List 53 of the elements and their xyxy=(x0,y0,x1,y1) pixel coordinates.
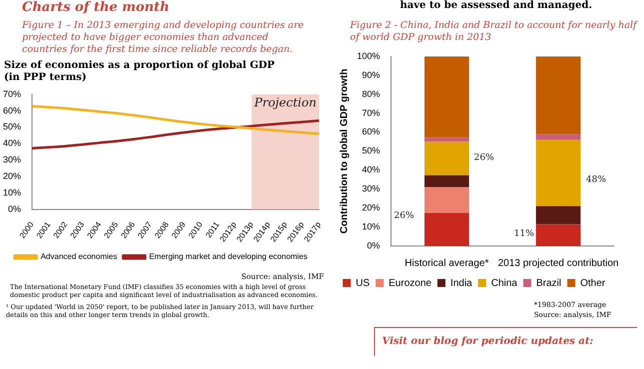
y-tick-label: 50% xyxy=(3,122,22,132)
chart-title: Figure 2 - China, India and Brazil to account for nearly half of world GDP growth in 2013 xyxy=(350,20,639,44)
bar xyxy=(424,212,470,246)
band-label: Projection xyxy=(253,96,316,110)
y-axis-title: Contribution to global GDP growth xyxy=(338,68,350,234)
legend-label: Other xyxy=(580,278,606,289)
y-tick-label: 20% xyxy=(3,170,22,181)
chart-title: Figure 1 – In 2013 emerging and developing countries are projected to have bigger economies than advanced countries for the first time since reliable records began. xyxy=(22,20,305,56)
legend-label: Brazil xyxy=(536,278,562,289)
y-tick-label: 30% xyxy=(362,184,380,194)
text: Charts of the month xyxy=(22,0,170,15)
legend-label: India xyxy=(450,278,473,289)
bar xyxy=(424,56,470,138)
y-tick-label: 60% xyxy=(3,105,22,116)
y-tick-label: 90% xyxy=(362,70,380,80)
legend-label: Advanced economies xyxy=(40,252,118,262)
y-tick-label: 50% xyxy=(362,146,380,156)
bar xyxy=(424,137,470,142)
bar xyxy=(424,175,470,188)
text: have to be assessed and managed. xyxy=(400,0,592,11)
y-tick-label: 0% xyxy=(367,240,380,250)
bar xyxy=(424,142,470,176)
y-tick-label: 10% xyxy=(3,187,22,198)
y-tick-label: 30% xyxy=(3,154,22,165)
x-tick-label: Historical average* xyxy=(404,258,489,269)
bar xyxy=(536,206,581,224)
legend-label: US xyxy=(356,278,370,289)
bar xyxy=(536,56,581,134)
legend-label: China xyxy=(491,278,518,289)
y-tick-label: 60% xyxy=(362,126,380,137)
bar xyxy=(536,134,581,140)
y-tick-label: 70% xyxy=(3,88,22,99)
chart-subtitle: Size of economies as a proportion of global GDP (in PPP terms) xyxy=(4,60,276,84)
y-tick-label: 70% xyxy=(362,108,380,118)
legend-label: Emerging market and developing economies xyxy=(149,252,308,262)
annotation: 11% xyxy=(514,229,534,239)
y-tick-label: 20% xyxy=(362,202,380,213)
line-series xyxy=(30,119,320,150)
annotation: 26% xyxy=(474,153,494,163)
y-tick-label: 10% xyxy=(362,222,380,232)
y-tick-label: 0% xyxy=(8,204,22,214)
y-tick-label: 80% xyxy=(362,88,380,99)
annotation: 26% xyxy=(394,211,414,221)
text: Visit our blog for periodic updates at: xyxy=(382,336,594,347)
y-tick-label: 40% xyxy=(3,138,22,148)
annotation: 48% xyxy=(586,175,606,185)
y-tick-label: 40% xyxy=(362,164,380,175)
bar xyxy=(424,187,470,213)
bar xyxy=(536,224,581,246)
x-tick-label: 2013 projected contribution xyxy=(498,258,619,269)
y-tick-label: 100% xyxy=(356,50,380,61)
legend-label: Eurozone xyxy=(388,278,432,289)
bar xyxy=(536,140,581,206)
